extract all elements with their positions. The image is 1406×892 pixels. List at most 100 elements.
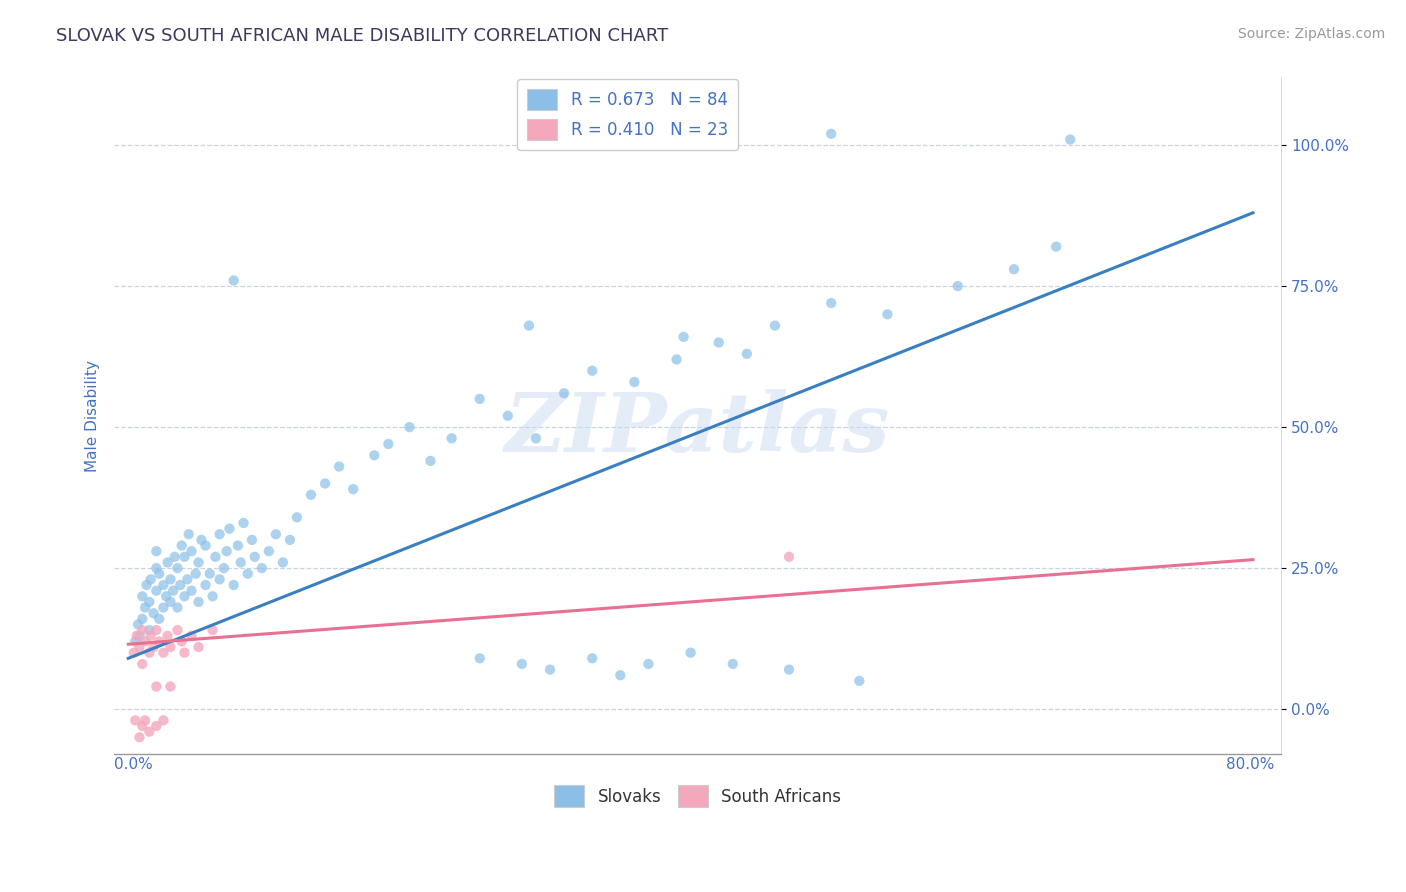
Point (156, 556, 179, 570)
Point (135, 578, 157, 592)
Point (468, 651, 491, 665)
Point (236, 566, 259, 581)
Point (208, 573, 231, 587)
Legend: Slovaks, South Africans: Slovaks, South Africans (547, 779, 848, 814)
Point (201, 589, 224, 603)
Point (159, 680, 181, 694)
Point (314, 476, 336, 491)
Point (187, 595, 209, 609)
Point (876, 307, 898, 321)
Point (679, 646, 702, 660)
Point (134, 600, 156, 615)
Point (162, 583, 184, 598)
Point (145, 719, 167, 733)
Point (145, 623, 167, 637)
Point (212, 561, 235, 575)
Point (134, 714, 156, 728)
Point (194, 539, 217, 553)
Point (328, 459, 350, 474)
Text: 80.0%: 80.0% (1226, 757, 1274, 772)
Point (134, 634, 156, 648)
Point (609, 668, 631, 682)
Point (707, 335, 730, 350)
Point (155, 589, 177, 603)
Point (122, 646, 145, 660)
Point (138, 724, 160, 739)
Point (848, 673, 870, 688)
Point (169, 578, 191, 592)
Point (820, 127, 842, 141)
Point (187, 640, 209, 654)
Point (173, 549, 195, 564)
Point (271, 556, 294, 570)
Point (778, 663, 800, 677)
Point (778, 549, 800, 564)
Point (820, 296, 842, 310)
Point (468, 392, 491, 406)
Point (180, 629, 202, 643)
Point (240, 533, 263, 547)
Point (204, 549, 226, 564)
Point (721, 657, 744, 671)
Text: ZIPatlas: ZIPatlas (505, 390, 890, 469)
Point (222, 578, 245, 592)
Point (166, 600, 188, 615)
Point (190, 533, 212, 547)
Point (517, 318, 540, 333)
Point (177, 527, 200, 541)
Point (201, 623, 224, 637)
Point (124, 634, 146, 648)
Point (735, 347, 758, 361)
Point (1002, 262, 1025, 277)
Point (163, 549, 186, 564)
Point (187, 556, 209, 570)
Point (198, 566, 221, 581)
Point (166, 561, 188, 575)
Point (553, 386, 575, 401)
Point (131, 657, 153, 671)
Point (1059, 132, 1081, 146)
Point (131, 719, 153, 733)
Point (156, 629, 179, 643)
Point (208, 527, 231, 541)
Point (363, 448, 385, 462)
Point (1045, 239, 1067, 253)
Point (145, 680, 167, 694)
Point (138, 646, 160, 660)
Point (159, 573, 181, 587)
Point (173, 589, 195, 603)
Point (128, 629, 150, 643)
Point (257, 544, 280, 558)
Text: SLOVAK VS SOUTH AFRICAN MALE DISABILITY CORRELATION CHART: SLOVAK VS SOUTH AFRICAN MALE DISABILITY … (56, 27, 668, 45)
Point (145, 561, 167, 575)
Point (170, 634, 193, 648)
Point (180, 544, 202, 558)
Point (127, 617, 149, 632)
Point (278, 533, 301, 547)
Point (623, 375, 645, 389)
Text: Source: ZipAtlas.com: Source: ZipAtlas.com (1237, 27, 1385, 41)
Point (128, 731, 150, 745)
Point (139, 573, 162, 587)
Point (145, 544, 167, 558)
Point (184, 566, 207, 581)
Point (131, 589, 153, 603)
Point (250, 561, 273, 575)
Point (176, 573, 198, 587)
Point (524, 431, 547, 445)
Point (159, 640, 181, 654)
Point (581, 364, 603, 378)
Point (152, 646, 174, 660)
Point (763, 318, 786, 333)
Point (229, 556, 252, 570)
Point (496, 409, 519, 423)
Point (128, 640, 150, 654)
Point (173, 646, 195, 660)
Point (142, 640, 165, 654)
Point (145, 583, 167, 598)
Text: 0.0%: 0.0% (114, 757, 153, 772)
Point (148, 566, 170, 581)
Point (581, 651, 603, 665)
Point (148, 634, 170, 648)
Point (299, 488, 322, 502)
